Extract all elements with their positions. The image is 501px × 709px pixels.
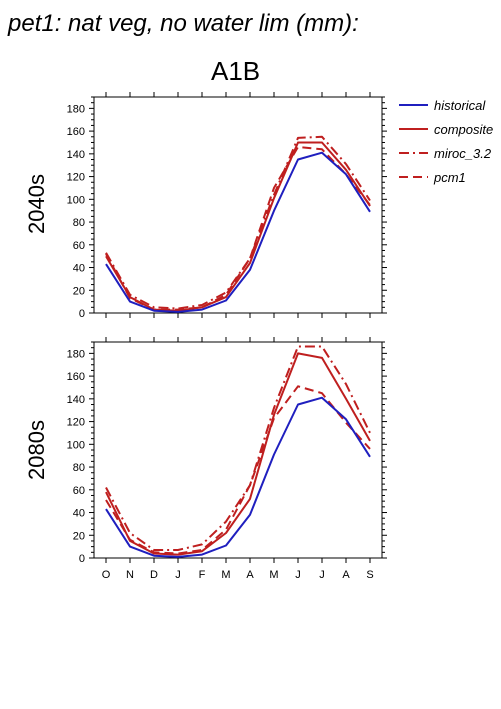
y-tick-label: 140 [67, 394, 85, 406]
y-tick-label: 0 [79, 553, 85, 565]
x-tick-label: A [342, 569, 350, 581]
y-tick-label: 180 [67, 348, 85, 360]
y-tick-label: 40 [73, 508, 85, 520]
y-tick-label: 120 [67, 172, 85, 184]
y-tick-label: 80 [73, 217, 85, 229]
series-line-historical-2040s [105, 151, 371, 313]
y-tick-label: 60 [73, 240, 85, 252]
y-tick-label: 0 [79, 308, 85, 320]
y-tick-label: 20 [73, 530, 85, 542]
x-tick-label: J [175, 569, 181, 581]
y-tick-label: 60 [73, 485, 85, 497]
x-tick-label: S [366, 569, 373, 581]
x-tick-label: A [246, 569, 254, 581]
y-tick-label: 140 [67, 149, 85, 161]
chart-subtitle: A1B [211, 56, 261, 86]
series-line-miroc-3-2-2080s [105, 345, 371, 551]
x-tick-label: M [269, 569, 278, 581]
legend-label-miroc-3-2: miroc_3.2 [434, 146, 492, 161]
y-tick-label: 20 [73, 285, 85, 297]
series-line-pcm1-2040s [105, 146, 371, 311]
legend-label-composite: composite [434, 122, 493, 137]
x-tick-label: N [126, 569, 134, 581]
series-line-miroc-3-2-2040s [105, 135, 371, 310]
series-line-pcm1-2080s [105, 385, 371, 555]
x-tick-label: J [319, 569, 325, 581]
y-tick-label: 80 [73, 462, 85, 474]
x-tick-label: D [150, 569, 158, 581]
legend-label-historical: historical [434, 98, 486, 113]
y-tick-label: 180 [67, 103, 85, 115]
y-tick-label: 120 [67, 417, 85, 429]
legend-label-pcm1: pcm1 [433, 170, 466, 185]
y-tick-label: 160 [67, 371, 85, 383]
x-tick-label: M [221, 569, 230, 581]
y-tick-label: 160 [67, 126, 85, 138]
series-line-historical-2080s [105, 396, 371, 558]
y-tick-label: 100 [67, 194, 85, 206]
x-tick-label: J [295, 569, 301, 581]
series-line-composite-2080s [105, 352, 371, 556]
y-tick-label: 40 [73, 263, 85, 275]
x-tick-label: F [199, 569, 206, 581]
chart-title: pet1: nat veg, no water lim (mm): [8, 10, 359, 37]
y-tick-label: 100 [67, 439, 85, 451]
x-tick-label: O [102, 569, 111, 581]
